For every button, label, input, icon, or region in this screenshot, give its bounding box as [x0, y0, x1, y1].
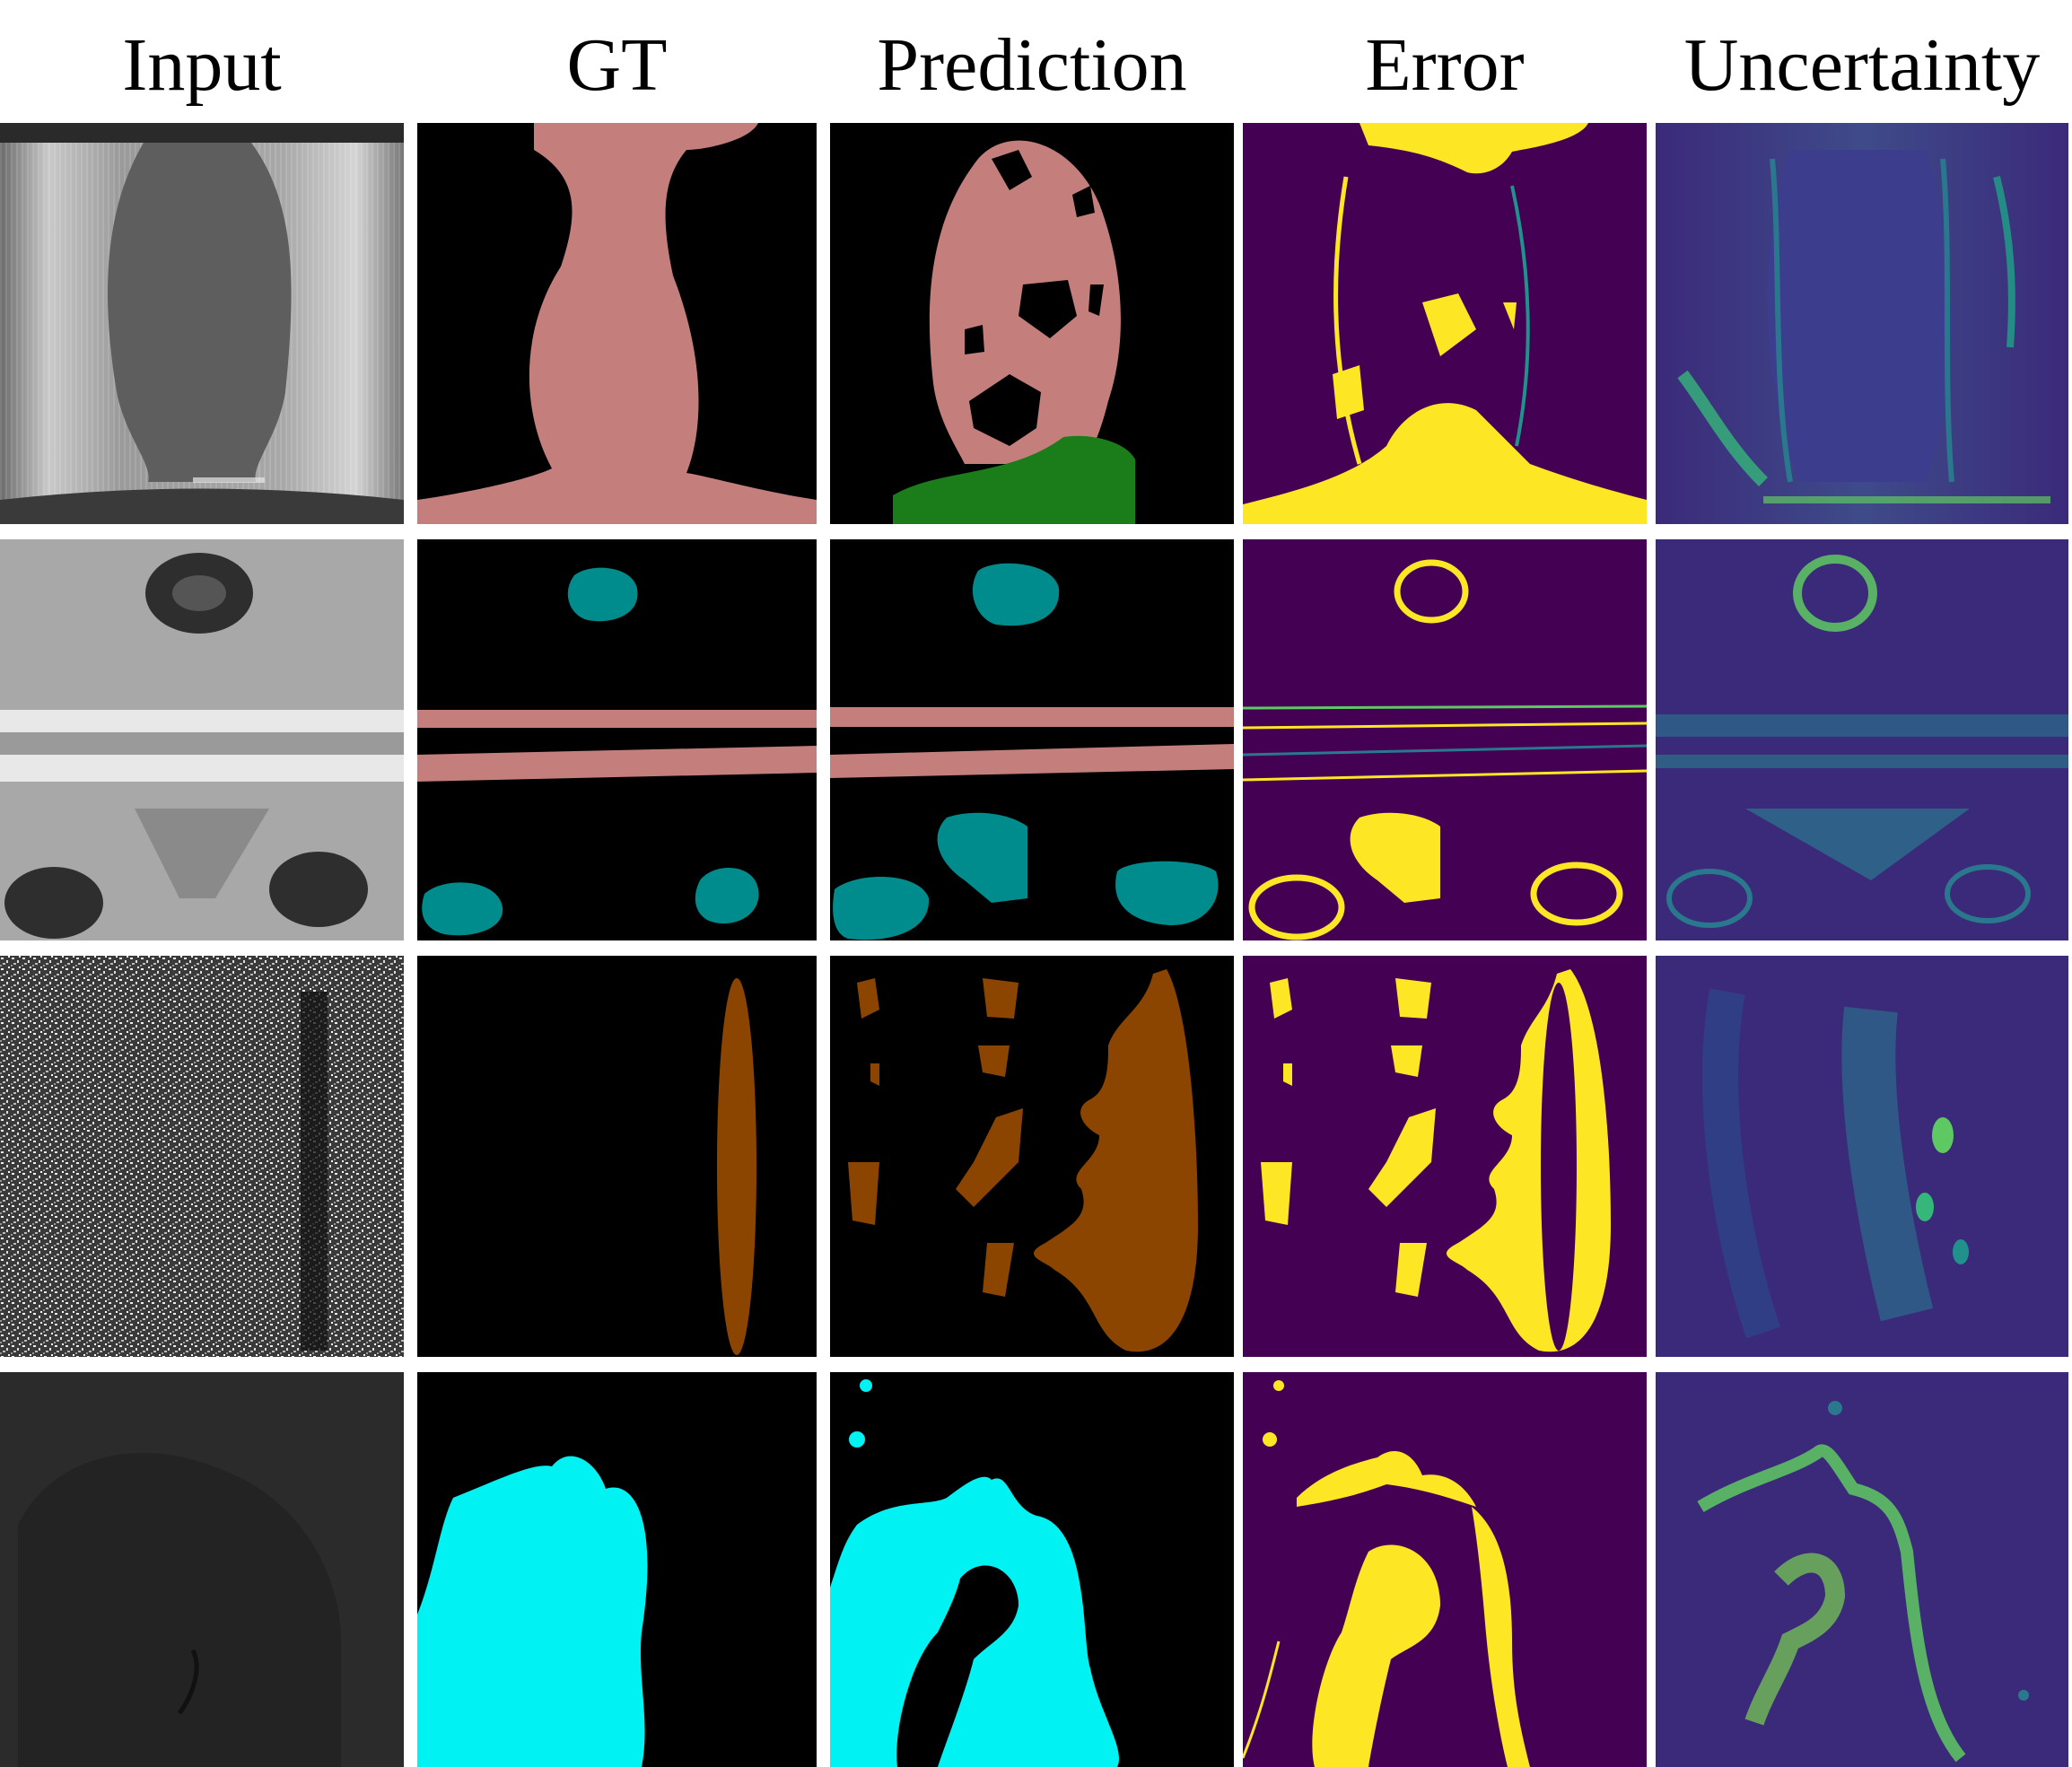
column-header-uncertainty: Uncertainty [1683, 23, 2041, 107]
row3-error-map [1243, 956, 1647, 1357]
row1-gt-mask [417, 123, 817, 524]
row1-input-image [0, 123, 404, 524]
row3-prediction-mask [830, 956, 1234, 1357]
column-header-error: Error [1365, 23, 1525, 107]
row2-gt-mask [417, 539, 817, 940]
row1-error-map [1243, 123, 1647, 524]
row1-uncertainty-map [1656, 123, 2068, 524]
row4-error-map [1243, 1372, 1647, 1767]
row2-error-map [1243, 539, 1647, 940]
row4-uncertainty-map [1656, 1372, 2068, 1767]
row2-input-image [0, 539, 404, 940]
row1-prediction-mask [830, 123, 1234, 524]
row3-uncertainty-map [1656, 956, 2068, 1357]
row4-gt-mask [417, 1372, 817, 1767]
row2-prediction-mask [830, 539, 1234, 940]
row3-input-image [0, 956, 404, 1357]
row4-prediction-mask [830, 1372, 1234, 1767]
column-header-input: Input [122, 23, 282, 107]
row3-gt-mask [417, 956, 817, 1357]
row4-input-image [0, 1372, 404, 1767]
column-header-gt: GT [566, 23, 668, 107]
row2-uncertainty-map [1656, 539, 2068, 940]
column-header-prediction: Prediction [877, 23, 1187, 107]
